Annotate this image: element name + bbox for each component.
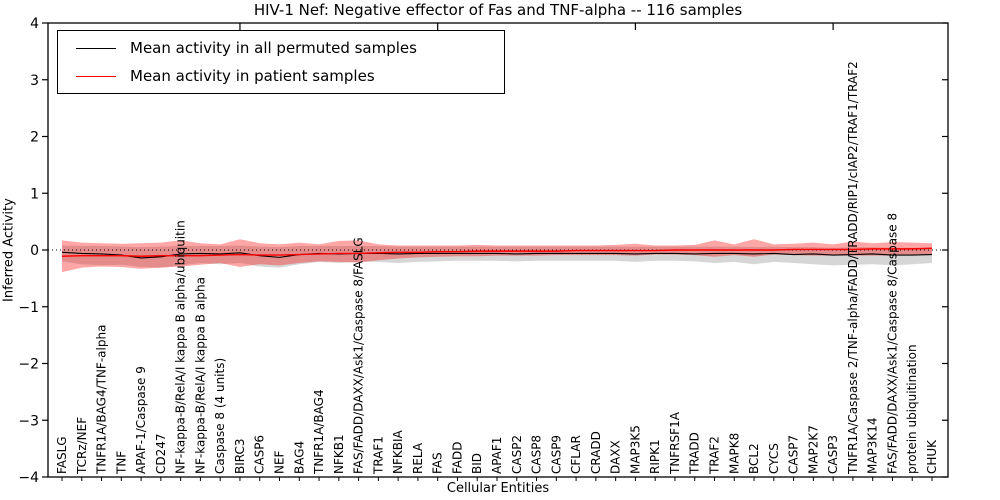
legend-entry-permuted: Mean activity in all permuted samples bbox=[58, 35, 504, 61]
x-category-label: CRADD bbox=[589, 431, 603, 474]
x-category-label: APAF-1/Caspase 9 bbox=[134, 366, 148, 474]
x-category-label: TNFR1A/Caspase 2/TNF-alpha/FADD/TRADD/RI… bbox=[846, 61, 860, 475]
x-category-label: Caspase 8 (4 units) bbox=[213, 358, 227, 474]
y-tick-label: −2 bbox=[18, 357, 39, 373]
legend-line-permuted-icon bbox=[76, 47, 116, 49]
x-category-label: TCRz/NEF bbox=[75, 417, 89, 475]
x-category-label: FAS bbox=[431, 452, 445, 474]
x-category-label: CASP8 bbox=[530, 435, 544, 474]
x-category-label: MAP3K5 bbox=[628, 425, 642, 474]
x-category-label: CASP9 bbox=[549, 435, 563, 474]
x-category-label: FASLG bbox=[55, 436, 69, 474]
y-tick-label: 3 bbox=[30, 73, 39, 89]
x-category-label: TNFR1A/BAG4/TNF-alpha bbox=[95, 325, 109, 475]
x-category-label: TRADD bbox=[688, 432, 702, 475]
x-category-label: protein ubiquitination bbox=[905, 344, 919, 474]
x-category-label: RIPK1 bbox=[648, 439, 662, 474]
y-tick-label: −3 bbox=[18, 413, 39, 429]
x-category-label: MAP2K7 bbox=[806, 425, 820, 474]
y-tick-label: 4 bbox=[30, 16, 39, 32]
x-category-label: NF-kappa-B/RelA/I kappa B alpha/ubiquiti… bbox=[174, 220, 188, 474]
x-category-label: NEF bbox=[273, 450, 287, 474]
x-category-label: APAF1 bbox=[490, 437, 504, 474]
x-category-label: BIRC3 bbox=[233, 438, 247, 474]
x-category-label: BAG4 bbox=[292, 441, 306, 474]
x-category-label: BCL2 bbox=[747, 443, 761, 474]
x-category-label: MAPK8 bbox=[727, 433, 741, 474]
y-axis-label: Inferred Activity bbox=[1, 198, 17, 302]
x-category-label: NF-kappa-B/RelA/I kappa B alpha bbox=[193, 277, 207, 474]
x-axis-label: Cellular Entities bbox=[446, 481, 550, 496]
x-category-label: FAS/FADD/DAXX/Ask1/Caspase 8/FASLG bbox=[352, 237, 366, 474]
x-category-label: BID bbox=[470, 453, 484, 474]
legend-box: Mean activity in all permuted samples Me… bbox=[57, 30, 505, 94]
x-category-label: TNFRSF1A bbox=[668, 411, 682, 475]
chart-title: HIV-1 Nef: Negative effector of Fas and … bbox=[253, 1, 743, 19]
x-category-label: CASP7 bbox=[787, 435, 801, 474]
y-tick-label: −1 bbox=[18, 300, 39, 316]
y-tick-label: 2 bbox=[30, 130, 39, 146]
x-category-label: CASP3 bbox=[826, 435, 840, 474]
patient-mean-line bbox=[61, 247, 933, 257]
permuted-samples-std-band bbox=[62, 245, 932, 268]
x-category-label: CASP2 bbox=[510, 435, 524, 474]
x-category-label: RELA bbox=[411, 442, 425, 474]
y-tick-label: 1 bbox=[30, 186, 39, 202]
x-category-label: TNF bbox=[114, 451, 128, 475]
x-category-label: CYCS bbox=[767, 443, 781, 474]
x-category-label: CD247 bbox=[154, 433, 168, 474]
legend-entry-patient: Mean activity in patient samples bbox=[58, 63, 504, 89]
x-category-label: MAP3K14 bbox=[866, 417, 880, 474]
x-category-label: TNFR1A/BAG4 bbox=[312, 389, 326, 475]
x-category-label: DAXX bbox=[609, 440, 623, 474]
x-category-label: CHUK bbox=[925, 439, 939, 474]
x-category-label: FAS/FADD/DAXX/Ask1/Caspase 8/Caspase 8 bbox=[885, 213, 899, 474]
x-category-label: NFKB1 bbox=[332, 434, 346, 474]
x-category-label: CASP6 bbox=[253, 435, 267, 474]
legend-label-patient: Mean activity in patient samples bbox=[130, 67, 375, 85]
legend-line-patient-icon bbox=[76, 75, 116, 77]
x-category-label: NFKBIA bbox=[391, 429, 405, 474]
x-category-label: TRAF2 bbox=[708, 436, 722, 475]
x-category-label: CFLAR bbox=[569, 435, 583, 474]
x-category-label: FADD bbox=[450, 442, 464, 475]
legend-label-permuted: Mean activity in all permuted samples bbox=[130, 39, 417, 57]
x-category-label: TRAF1 bbox=[371, 436, 385, 475]
permuted-mean-line bbox=[61, 251, 933, 259]
y-tick-label: −4 bbox=[18, 470, 39, 486]
y-tick-label: 0 bbox=[30, 243, 39, 259]
patient-samples-std-band bbox=[62, 239, 932, 273]
